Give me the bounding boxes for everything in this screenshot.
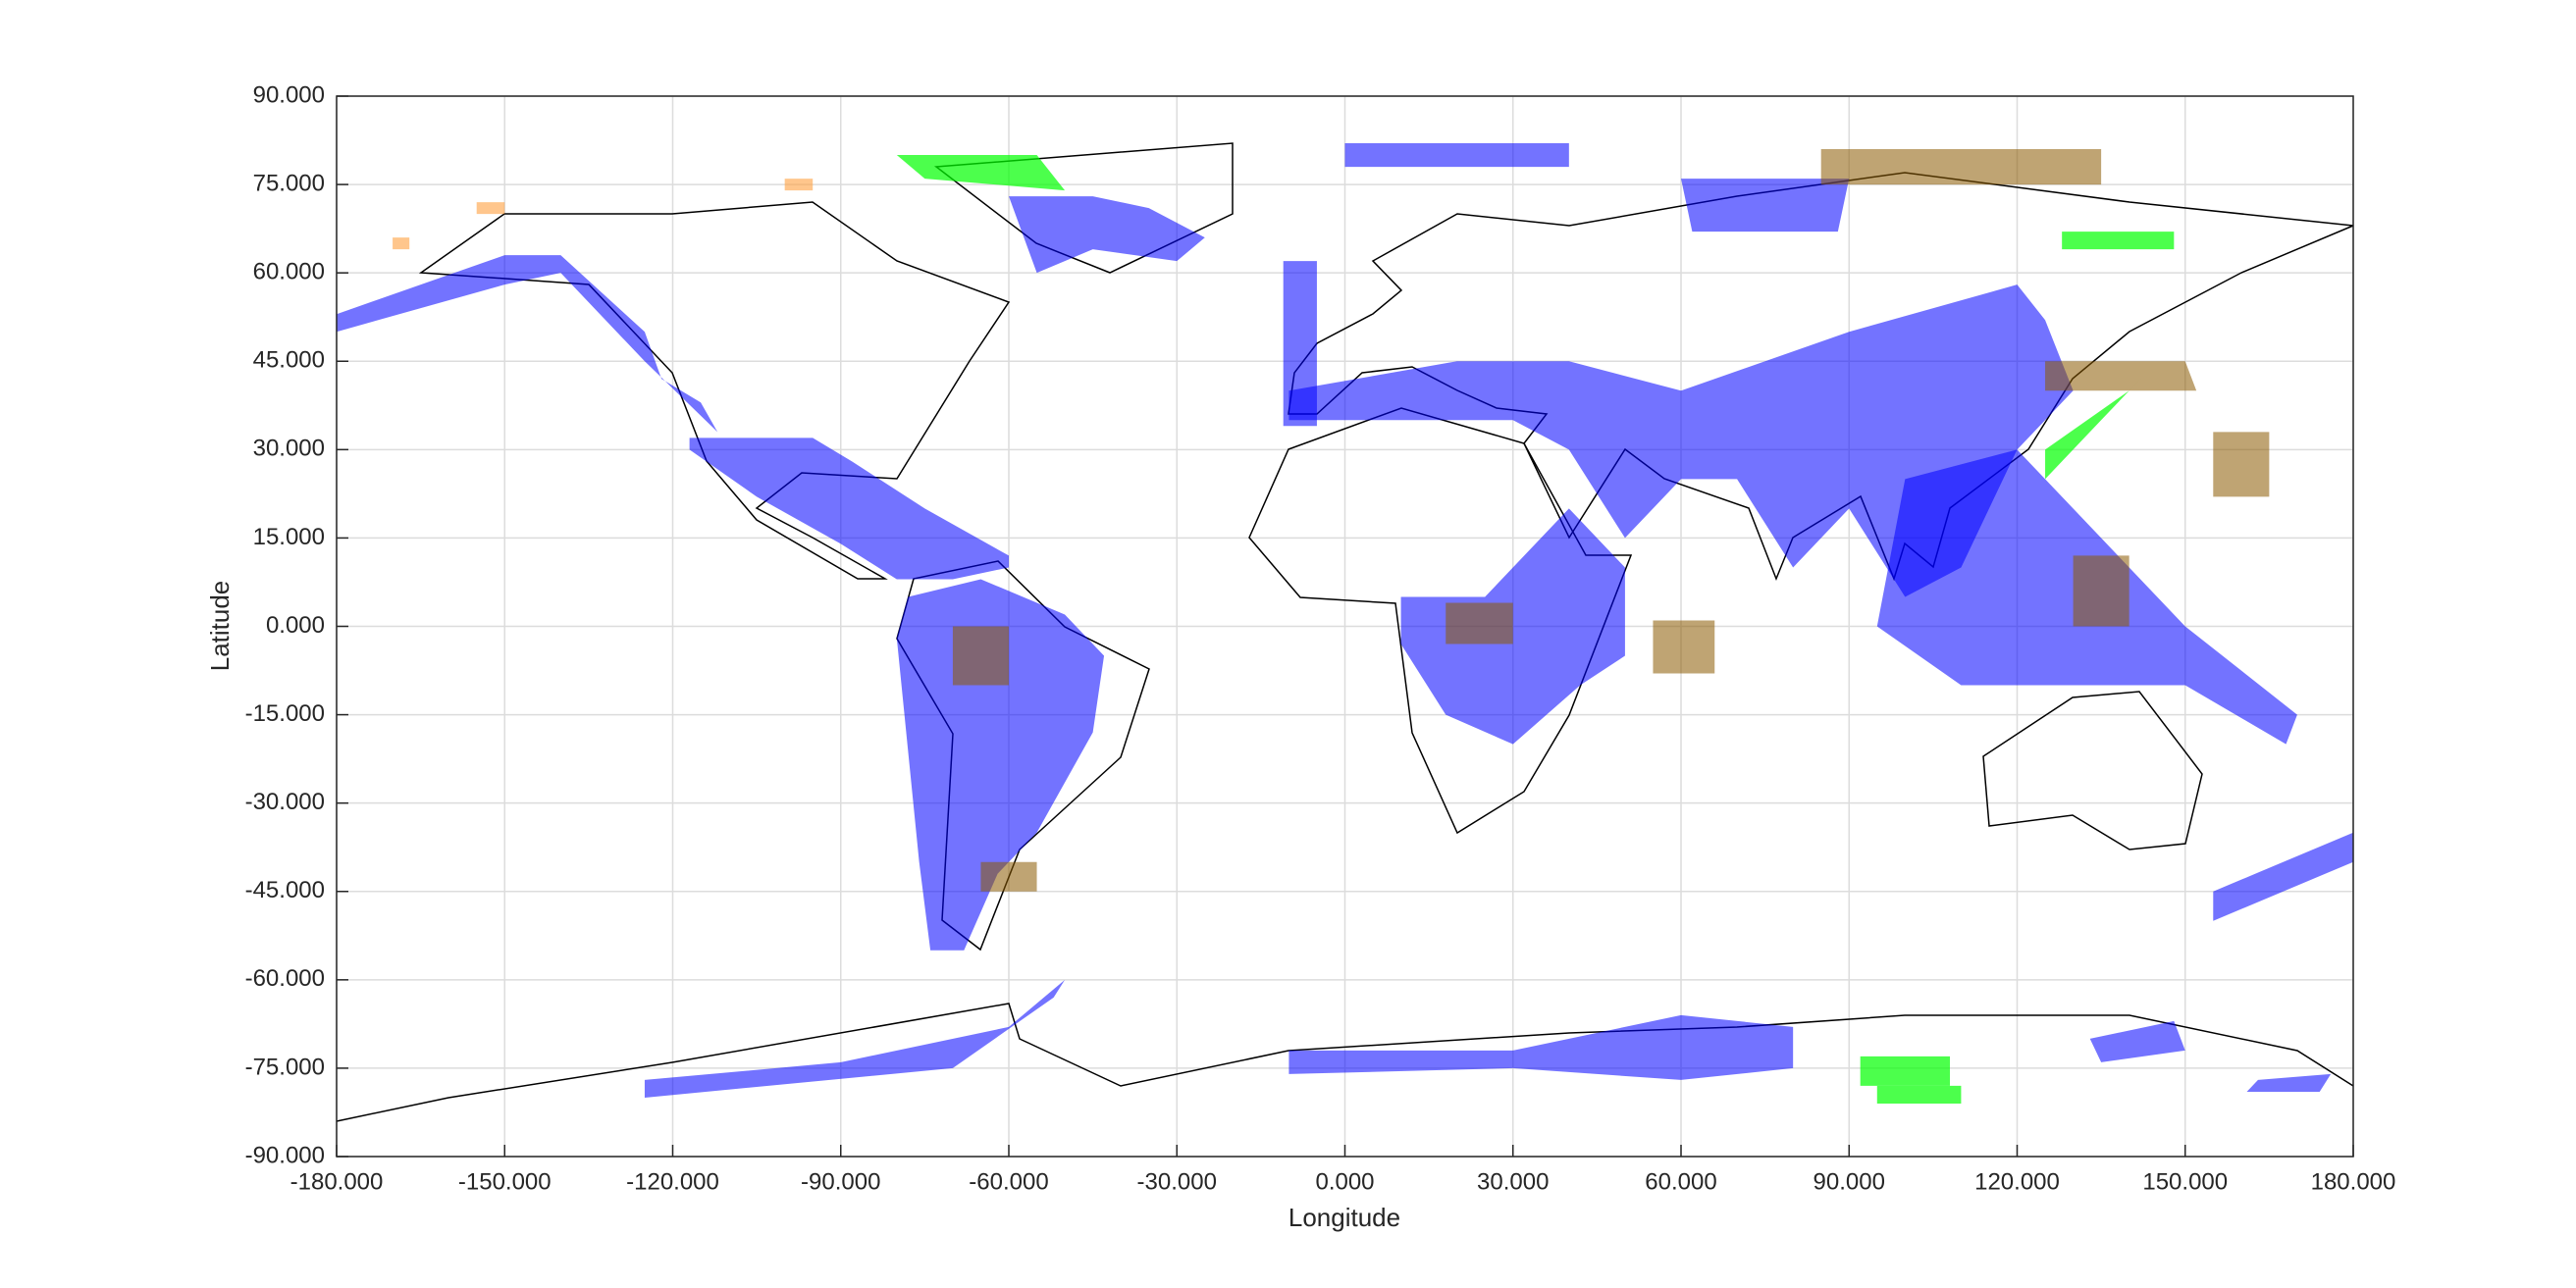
x-tick-label: -60.000 <box>969 1168 1048 1195</box>
coverage-patch <box>337 255 718 433</box>
coverage-patch <box>1288 284 2074 597</box>
coverage-patch <box>1446 602 1513 644</box>
coverage-patch <box>1681 179 1850 232</box>
patches <box>337 143 2353 1104</box>
coverage-patch <box>393 237 410 250</box>
x-tick-label: 0.000 <box>1315 1168 1374 1195</box>
coverage-patch <box>1860 1056 1950 1086</box>
x-tick-label: 90.000 <box>1814 1168 1885 1195</box>
x-tick-label: 30.000 <box>1477 1168 1549 1195</box>
coverage-patch <box>784 179 814 191</box>
coverage-patch <box>1820 149 2102 185</box>
coverage-patch <box>2089 1020 2185 1062</box>
y-tick-label: -45.000 <box>245 877 325 903</box>
coverage-patch <box>952 626 1009 686</box>
coverage-patch <box>1288 1014 1794 1080</box>
coverage-patch <box>644 979 1066 1098</box>
y-tick-label: -60.000 <box>245 965 325 992</box>
x-tick-label: 180.000 <box>2311 1168 2396 1195</box>
coastline <box>1982 691 2203 850</box>
x-tick-label: -30.000 <box>1137 1168 1217 1195</box>
x-axis-label: Longitude <box>1288 1203 1400 1232</box>
y-tick-label: -90.000 <box>245 1142 325 1168</box>
y-tick-label: 30.000 <box>253 436 325 462</box>
x-tick-label: -90.000 <box>801 1168 880 1195</box>
x-tick-label: 120.000 <box>1974 1168 2060 1195</box>
x-tick-label: 150.000 <box>2142 1168 2228 1195</box>
x-tick-label: -150.000 <box>458 1168 552 1195</box>
coverage-patch <box>896 579 1105 951</box>
ticks: -180.000 -150.000 -120.000 -90.000 -60.000 -3… <box>245 81 2396 1195</box>
coverage-patch <box>2062 232 2175 250</box>
x-tick-label: -120.000 <box>626 1168 719 1195</box>
coverage-patch <box>2073 555 2129 627</box>
coverage-patch <box>476 202 505 215</box>
y-tick-label: 15.000 <box>253 524 325 550</box>
y-axis-label: Latitude <box>205 581 235 672</box>
coverage-patch <box>2045 361 2197 391</box>
coverage-patch <box>2213 832 2353 921</box>
coverage-patch <box>1344 143 1569 168</box>
y-tick-label: 45.000 <box>253 347 325 374</box>
y-tick-label: 60.000 <box>253 259 325 285</box>
coverage-patch <box>896 155 1066 191</box>
coverage-patch <box>2213 432 2270 497</box>
coverage-patch <box>689 438 1009 580</box>
coverage-patch <box>1283 261 1317 427</box>
coastline <box>336 1003 2354 1122</box>
coverage-patch <box>1876 1085 1962 1104</box>
y-tick-label: -75.000 <box>245 1054 325 1080</box>
y-tick-label: 0.000 <box>266 612 325 639</box>
x-tick-label: 60.000 <box>1645 1168 1716 1195</box>
coverage-patch <box>980 861 1037 892</box>
y-tick-label: 75.000 <box>253 170 325 196</box>
coverage-patch <box>2045 361 2158 480</box>
y-tick-label: -30.000 <box>245 789 325 815</box>
coverage-patch <box>1653 620 1715 674</box>
y-tick-label: 90.000 <box>253 81 325 108</box>
coverage-patch <box>2246 1073 2332 1092</box>
coverage-patch <box>1009 196 1205 274</box>
x-tick-label: -180.000 <box>290 1168 384 1195</box>
y-tick-label: -15.000 <box>245 700 325 727</box>
